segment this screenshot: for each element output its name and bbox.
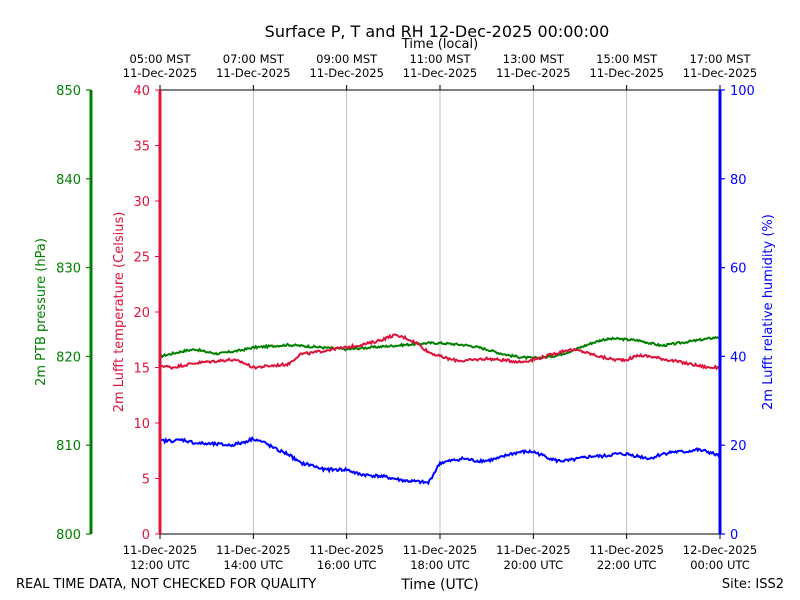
pressure-axis-label: 2m PTB pressure (hPa) bbox=[34, 238, 49, 386]
top-tick-time: 13:00 MST bbox=[503, 52, 565, 66]
x-tick-date: 11-Dec-2025 bbox=[403, 543, 477, 557]
temperature-tick-label: 15 bbox=[133, 362, 150, 377]
footer-quality-note: REAL TIME DATA, NOT CHECKED FOR QUALITY bbox=[16, 577, 316, 592]
x-tick-date: 11-Dec-2025 bbox=[123, 543, 197, 557]
humidity-tick-label: 0 bbox=[730, 528, 738, 543]
top-tick-time: 07:00 MST bbox=[223, 52, 285, 66]
footer-site: Site: ISS2 bbox=[722, 577, 784, 592]
temperature-tick-label: 25 bbox=[133, 251, 150, 266]
top-tick-date: 11-Dec-2025 bbox=[403, 66, 477, 80]
top-tick-date: 11-Dec-2025 bbox=[496, 66, 570, 80]
top-axis-label: Time (local) bbox=[401, 37, 478, 52]
top-tick-time: 15:00 MST bbox=[596, 52, 658, 66]
humidity-tick-label: 40 bbox=[730, 350, 747, 365]
series-line-temperature bbox=[159, 333, 721, 371]
series-line-humidity bbox=[159, 435, 721, 486]
top-tick-date: 11-Dec-2025 bbox=[589, 66, 663, 80]
x-tick-date: 11-Dec-2025 bbox=[216, 543, 290, 557]
temperature-tick-label: 10 bbox=[133, 417, 150, 432]
temperature-tick-label: 20 bbox=[133, 306, 150, 321]
grid-lines bbox=[252, 90, 628, 534]
temperature-tick-label: 40 bbox=[133, 84, 150, 99]
top-tick-time: 09:00 MST bbox=[316, 52, 378, 66]
axes-layer bbox=[89, 89, 722, 535]
x-tick-time: 12:00 UTC bbox=[130, 558, 190, 572]
x-tick-time: 20:00 UTC bbox=[504, 558, 564, 572]
pressure-tick-label: 830 bbox=[56, 262, 81, 277]
temperature-axis-label: 2m Lufft temperature (Celsius) bbox=[112, 212, 127, 413]
pressure-tick-label: 820 bbox=[56, 350, 81, 365]
temperature-tick-label: 35 bbox=[133, 140, 150, 155]
top-tick-date: 11-Dec-2025 bbox=[216, 66, 290, 80]
x-tick-time: 18:00 UTC bbox=[410, 558, 470, 572]
x-tick-date: 11-Dec-2025 bbox=[309, 543, 383, 557]
x-tick-date: 11-Dec-2025 bbox=[589, 543, 663, 557]
x-tick-time: 00:00 UTC bbox=[690, 558, 750, 572]
humidity-tick-label: 20 bbox=[730, 439, 747, 454]
x-axis-label: Time (UTC) bbox=[400, 577, 478, 593]
pressure-tick-label: 850 bbox=[56, 84, 81, 99]
x-tick-time: 16:00 UTC bbox=[317, 558, 377, 572]
pressure-tick-label: 800 bbox=[56, 528, 81, 543]
temperature-tick-label: 5 bbox=[142, 473, 150, 488]
humidity-tick-label: 100 bbox=[730, 84, 755, 99]
x-tick-time: 22:00 UTC bbox=[597, 558, 657, 572]
top-tick-time: 11:00 MST bbox=[409, 52, 471, 66]
top-tick-date: 11-Dec-2025 bbox=[123, 66, 197, 80]
x-tick-time: 14:00 UTC bbox=[224, 558, 284, 572]
chart-title: Surface P, T and RH 12-Dec-2025 00:00:00 bbox=[265, 22, 610, 41]
tick-labels-layer: 0 5 10 15 20 25 30 35 40 800 810 820 830 840 850 0 20 40 6… bbox=[34, 52, 776, 572]
temperature-tick-label: 0 bbox=[142, 528, 150, 543]
series-layer bbox=[159, 333, 721, 486]
pressure-tick-label: 810 bbox=[56, 439, 81, 454]
top-tick-date: 11-Dec-2025 bbox=[309, 66, 383, 80]
series-line-pressure bbox=[159, 335, 721, 361]
top-tick-time: 05:00 MST bbox=[129, 52, 191, 66]
x-tick-date: 12-Dec-2025 bbox=[683, 543, 757, 557]
humidity-tick-label: 80 bbox=[730, 173, 747, 188]
humidity-axis-label: 2m Lufft relative humidity (%) bbox=[761, 214, 776, 410]
temperature-tick-label: 30 bbox=[133, 195, 150, 210]
top-tick-time: 17:00 MST bbox=[689, 52, 751, 66]
x-tick-date: 11-Dec-2025 bbox=[496, 543, 570, 557]
humidity-tick-label: 60 bbox=[730, 262, 747, 277]
top-tick-date: 11-Dec-2025 bbox=[683, 66, 757, 80]
pressure-tick-label: 840 bbox=[56, 173, 81, 188]
